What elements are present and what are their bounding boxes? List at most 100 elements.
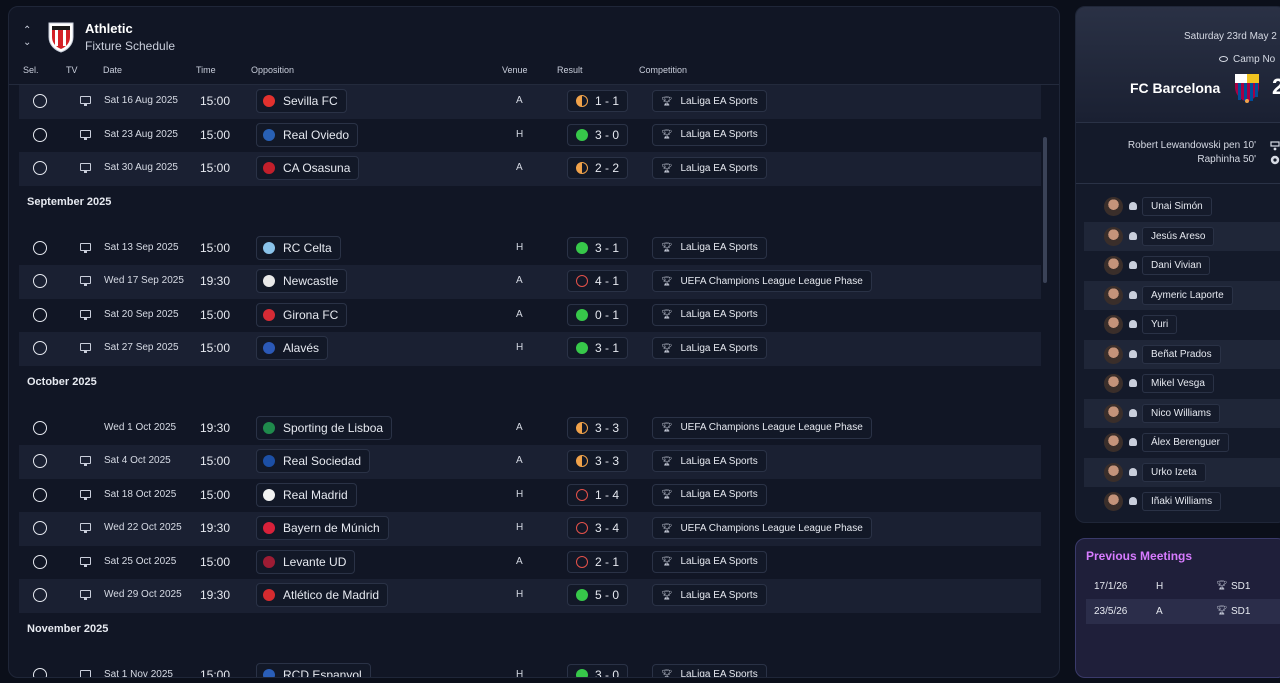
fixture-row[interactable]: Sat 4 Oct 2025 15:00 Real Sociedad A 3 - 3 🏆︎… xyxy=(19,445,1041,479)
col-result[interactable]: Result xyxy=(557,65,583,75)
select-radio[interactable] xyxy=(33,521,47,535)
fixture-row[interactable]: Sat 20 Sep 2025 15:00 Girona FC A 0 - 1 🏆︎ LaL… xyxy=(19,299,1041,333)
select-radio[interactable] xyxy=(33,161,47,175)
result-chip[interactable]: 3 - 0 xyxy=(567,663,629,677)
select-radio[interactable] xyxy=(33,127,47,142)
fixture-row[interactable]: Sat 16 Aug 2025 15:00 Sevilla FC A 1 - 1 🏆︎ La… xyxy=(19,85,1041,119)
collapse-toggle[interactable]: ⌃ ⌄ xyxy=(23,25,37,49)
player-name[interactable]: Iñaki Williams xyxy=(1142,492,1222,511)
fixture-row[interactable]: Sat 30 Aug 2025 15:00 CA Osasuna A 2 - 2 🏆︎ La… xyxy=(19,152,1041,186)
fixture-row[interactable]: Sat 25 Oct 2025 15:00 Levante UD A 2 - 1 🏆︎ La… xyxy=(19,546,1041,580)
result-chip[interactable]: 3 - 1 xyxy=(567,337,629,359)
opposition-chip[interactable]: Girona FC xyxy=(256,302,348,327)
result-chip[interactable]: 0 - 1 xyxy=(567,303,629,326)
competition-chip[interactable]: 🏆︎ UEFA Champions League League Phase xyxy=(652,517,872,539)
select-radio[interactable] xyxy=(33,94,47,108)
player-name[interactable]: Álex Berenguer xyxy=(1142,433,1229,452)
lineup-player-row[interactable]: Urko Izeta xyxy=(1084,457,1280,487)
opposition-chip[interactable]: Atlético de Madrid xyxy=(256,583,389,607)
result-chip[interactable]: 3 - 4 xyxy=(567,517,629,539)
result-chip[interactable]: 1 - 1 xyxy=(567,90,629,112)
select-radio[interactable] xyxy=(33,454,47,468)
player-name[interactable]: Beñat Prados xyxy=(1142,344,1221,364)
competition-chip[interactable]: 🏆︎ LaLiga EA Sports xyxy=(652,584,767,606)
select-radio[interactable] xyxy=(33,554,47,569)
opposition-chip[interactable]: CA Osasuna xyxy=(256,156,360,180)
fixture-row[interactable]: Wed 22 Oct 2025 19:30 Bayern de Múnich H 3 -… xyxy=(19,512,1041,546)
competition-chip[interactable]: 🏆︎ LaLiga EA Sports xyxy=(652,450,767,472)
previous-meeting-row[interactable]: 17/1/26 H 🏆︎ SD1 xyxy=(1086,574,1280,599)
competition-chip[interactable]: 🏆︎ LaLiga EA Sports xyxy=(652,303,767,326)
col-date[interactable]: Date xyxy=(103,65,123,75)
fixture-row[interactable]: Sat 23 Aug 2025 15:00 Real Oviedo H 3 - 0 🏆︎ L… xyxy=(19,119,1041,153)
opposition-chip[interactable]: Bayern de Múnich xyxy=(256,516,389,540)
fixture-row[interactable]: Sat 1 Nov 2025 15:00 RCD Espanyol H 3 - 0 🏆︎ L… xyxy=(19,659,1041,677)
lineup-player-row[interactable]: Álex Berenguer xyxy=(1084,428,1280,458)
lineup-player-row[interactable]: Aymeric Laporte xyxy=(1084,280,1280,310)
lineup-player-row[interactable]: Dani Vivian xyxy=(1084,251,1280,281)
lineup-player-row[interactable]: Yuri xyxy=(1084,310,1280,340)
competition-chip[interactable]: 🏆︎ LaLiga EA Sports xyxy=(652,157,767,179)
result-chip[interactable]: 3 - 1 xyxy=(567,236,629,259)
player-name[interactable]: Unai Simón xyxy=(1142,197,1212,216)
previous-meeting-row[interactable]: 23/5/26 A 🏆︎ SD1 xyxy=(1086,599,1280,624)
result-chip[interactable]: 3 - 0 xyxy=(567,123,629,146)
fixture-row[interactable]: Sat 27 Sep 2025 15:00 Alavés H 3 - 1 🏆︎ LaLiga… xyxy=(19,332,1041,366)
select-radio[interactable] xyxy=(33,588,47,602)
opposition-chip[interactable]: Real Sociedad xyxy=(256,449,371,473)
player-name[interactable]: Yuri xyxy=(1142,315,1178,334)
competition-chip[interactable]: 🏆︎ LaLiga EA Sports xyxy=(652,550,767,573)
opposition-chip[interactable]: Real Madrid xyxy=(256,482,357,507)
opposition-chip[interactable]: RCD Espanyol xyxy=(256,662,371,677)
opposition-chip[interactable]: Sporting de Lisboa xyxy=(256,415,393,440)
select-radio[interactable] xyxy=(33,487,47,502)
competition-chip[interactable]: 🏆︎ LaLiga EA Sports xyxy=(652,90,767,112)
scrollbar[interactable] xyxy=(1043,137,1047,283)
result-chip[interactable]: 4 - 1 xyxy=(567,270,629,292)
competition-chip[interactable]: 🏆︎ LaLiga EA Sports xyxy=(652,483,767,506)
competition-chip[interactable]: 🏆︎ LaLiga EA Sports xyxy=(652,123,767,146)
fixture-row[interactable]: Sat 13 Sep 2025 15:00 RC Celta H 3 - 1 🏆︎ LaLi… xyxy=(19,232,1041,266)
lineup-player-row[interactable]: Unai Simón xyxy=(1084,192,1280,222)
competition-chip[interactable]: 🏆︎ LaLiga EA Sports xyxy=(652,663,767,677)
lineup-player-row[interactable]: Beñat Prados xyxy=(1084,339,1280,369)
lineup-player-row[interactable]: Jesús Areso xyxy=(1084,221,1280,251)
opposition-chip[interactable]: RC Celta xyxy=(256,235,341,260)
competition-chip[interactable]: 🏆︎ LaLiga EA Sports xyxy=(652,337,767,359)
lineup-player-row[interactable]: Iñaki Williams xyxy=(1084,487,1280,517)
lineup-player-row[interactable]: Nico Williams xyxy=(1084,398,1280,428)
chevron-down-icon[interactable]: ⌄ xyxy=(23,37,32,48)
player-name[interactable]: Dani Vivian xyxy=(1142,256,1211,275)
player-name[interactable]: Urko Izeta xyxy=(1142,462,1206,482)
col-time[interactable]: Time xyxy=(196,65,216,75)
col-competition[interactable]: Competition xyxy=(639,65,688,75)
result-chip[interactable]: 5 - 0 xyxy=(567,584,629,606)
fixture-row[interactable]: Sat 18 Oct 2025 15:00 Real Madrid H 1 - 4 🏆︎ L… xyxy=(19,479,1041,513)
col-tv[interactable]: TV xyxy=(66,65,78,75)
player-name[interactable]: Aymeric Laporte xyxy=(1142,285,1233,305)
select-radio[interactable] xyxy=(33,274,47,288)
opposition-chip[interactable]: Sevilla FC xyxy=(256,89,347,113)
opposition-chip[interactable]: Alavés xyxy=(256,336,329,360)
player-name[interactable]: Nico Williams xyxy=(1142,403,1220,423)
opposition-chip[interactable]: Levante UD xyxy=(256,549,356,574)
col-opposition[interactable]: Opposition xyxy=(251,65,295,75)
result-chip[interactable]: 2 - 2 xyxy=(567,157,629,179)
chevron-up-icon[interactable]: ⌃ xyxy=(23,25,32,36)
col-sel[interactable]: Sel. xyxy=(23,65,39,75)
fixture-row[interactable]: Wed 17 Sep 2025 19:30 Newcastle A 4 - 1 🏆︎ UEF… xyxy=(19,265,1041,299)
select-radio[interactable] xyxy=(33,240,47,255)
player-name[interactable]: Mikel Vesga xyxy=(1142,374,1214,393)
select-radio[interactable] xyxy=(33,667,47,677)
result-chip[interactable]: 2 - 1 xyxy=(567,550,629,573)
result-chip[interactable]: 3 - 3 xyxy=(567,416,629,439)
select-radio[interactable] xyxy=(33,420,47,435)
player-name[interactable]: Jesús Areso xyxy=(1142,226,1215,246)
fixture-row[interactable]: Wed 1 Oct 2025 19:30 Sporting de Lisboa A 3 … xyxy=(19,412,1041,446)
competition-chip[interactable]: 🏆︎ UEFA Champions League League Phase xyxy=(652,416,872,439)
lineup-player-row[interactable]: Mikel Vesga xyxy=(1084,369,1280,399)
select-radio[interactable] xyxy=(33,307,47,322)
result-chip[interactable]: 3 - 3 xyxy=(567,450,629,472)
select-radio[interactable] xyxy=(33,341,47,355)
opposition-chip[interactable]: Real Oviedo xyxy=(256,122,359,147)
